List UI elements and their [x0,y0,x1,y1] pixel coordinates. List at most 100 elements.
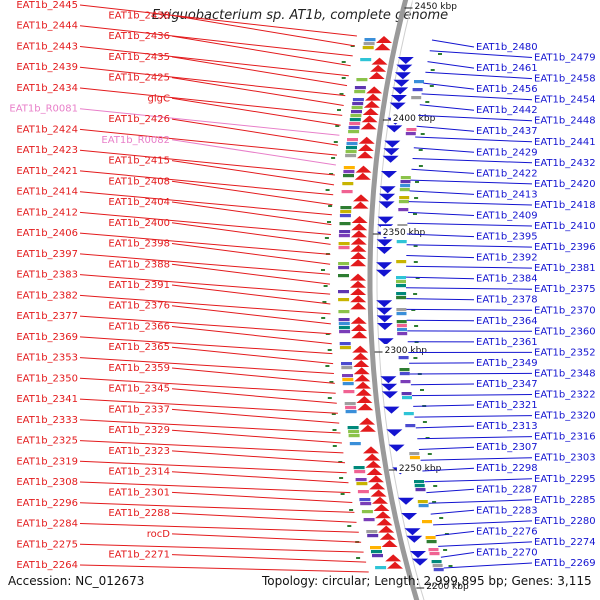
cog-block [414,484,425,488]
right-gene-label: EAT1b_2348 [534,368,596,379]
left-label-leader [79,274,331,295]
right-label-leader [413,147,475,153]
forward-gene-arrow [350,230,367,238]
gc-marker [356,557,361,559]
left-label-leader [79,523,359,533]
right-label-leader [443,562,533,569]
cog-block [396,292,407,296]
reverse-gene-arrow [376,269,392,277]
left-gene-label: EAT1b_2408 [108,176,170,187]
right-label-leader [427,61,475,69]
cog-block [356,482,368,486]
cog-block [396,312,407,316]
forward-gene-arrow [353,194,369,202]
reverse-gene-arrow [390,95,407,102]
right-gene-label: EAT1b_2458 [534,74,596,85]
right-label-leader [438,541,533,547]
forward-gene-arrow [350,280,366,288]
left-label-leader [79,398,338,414]
cog-block [396,308,407,312]
left-gene-label: EAT1b_2400 [108,218,170,229]
left-label-leader [79,460,347,474]
cog-block [398,208,409,212]
forward-gene-arrow [350,288,367,295]
gc-marker [425,101,430,103]
left-label-leader [79,336,333,355]
right-gene-label: EAT1b_2352 [534,347,596,358]
forward-gene-arrow [351,216,368,223]
forward-gene-arrow [376,518,393,526]
right-gene-label: EAT1b_2479 [534,53,596,64]
right-gene-label: EAT1b_2448 [534,116,596,127]
reverse-gene-arrow [386,125,403,133]
right-gene-label: EAT1b_2392 [476,253,538,264]
reverse-gene-arrow [412,558,428,566]
forward-gene-arrow [376,36,392,43]
left-label-leader [79,87,343,116]
cog-block [396,240,407,244]
reverse-gene-arrow [383,148,400,156]
cog-block [352,102,364,106]
forward-gene-arrow [355,388,372,396]
right-gene-label: EAT1b_2361 [476,337,538,348]
reverse-gene-arrow [383,406,400,414]
reverse-gene-arrow [376,239,393,247]
left-label-leader [171,139,336,166]
cog-block [347,426,359,430]
right-gene-label: EAT1b_2276 [476,526,538,537]
right-gene-label: EAT1b_2418 [534,200,596,211]
gc-marker [415,181,419,183]
left-gene-label: EAT1b_2284 [16,519,78,530]
right-label-leader [415,136,533,143]
left-label-leader [79,46,349,77]
left-gene-label: EAT1b_2301 [108,487,170,498]
reverse-gene-arrow [406,535,423,543]
left-label-leader [171,554,367,563]
right-label-leader [406,255,475,259]
left-label-leader [171,14,355,47]
cog-block [398,356,409,360]
reverse-gene-arrow [376,323,393,330]
gc-marker [414,197,419,199]
backbone-arc [367,0,420,600]
forward-gene-arrow [363,446,379,454]
left-label-leader [79,191,332,216]
cog-block [431,560,442,564]
right-label-leader [415,425,475,429]
reverse-gene-arrow [382,155,399,163]
right-gene-label: EAT1b_2364 [476,316,538,327]
left-label-leader [79,66,346,97]
cog-block [398,200,409,204]
left-gene-label: EAT1b_2424 [16,124,78,135]
cog-block [396,320,407,324]
gc-marker [325,189,330,191]
cog-block [338,266,350,270]
right-label-leader [414,415,533,418]
left-gene-label: glgC [148,93,170,104]
right-label-leader [406,319,475,322]
forward-gene-arrow [351,223,368,231]
right-label-leader [428,499,533,504]
left-label-leader [171,118,339,146]
forward-gene-arrow [359,417,375,425]
cog-block [348,130,360,134]
gc-marker [413,213,417,215]
forward-gene-arrow [366,468,383,475]
left-label-leader [79,502,355,513]
cog-block [397,224,408,228]
right-gene-label: EAT1b_2287 [476,484,538,495]
reverse-gene-arrow [381,391,398,399]
cog-block [414,480,424,484]
forward-gene-arrow [375,511,391,519]
cog-block [341,190,353,194]
gc-marker [432,501,437,503]
gc-marker [321,269,325,271]
cog-block [344,402,356,406]
left-label-leader [79,481,351,494]
right-label-leader [416,125,475,132]
cog-block [338,246,350,250]
cog-block [348,434,360,438]
right-gene-label: EAT1b_2429 [476,147,538,158]
cog-block [405,132,416,136]
scale-label-bg [396,462,445,473]
